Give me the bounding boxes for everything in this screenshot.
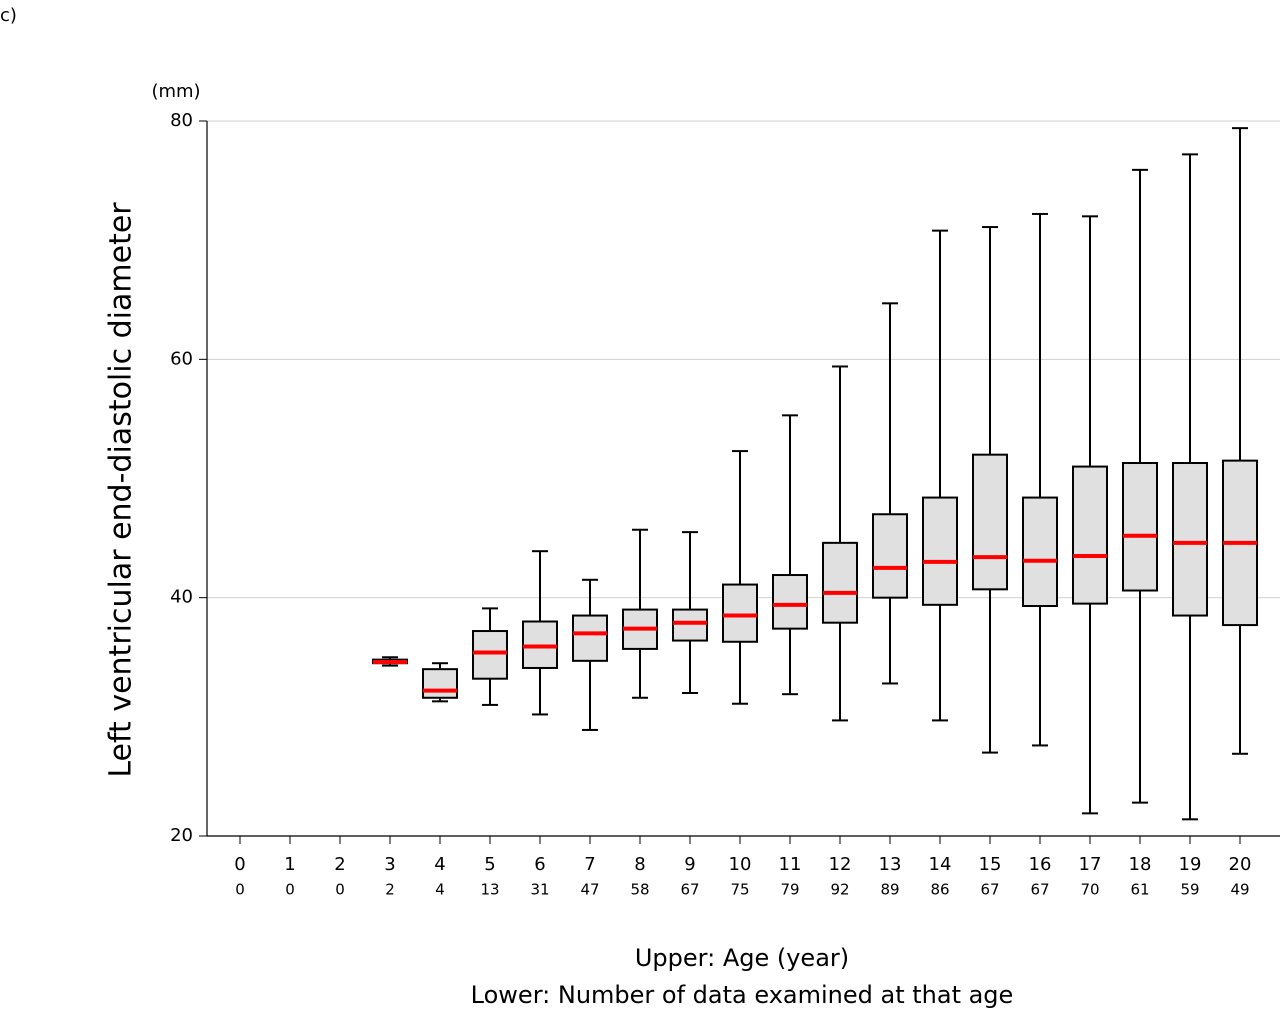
x-tick-label: 4 <box>434 854 445 875</box>
y-tick-label: 60 <box>170 348 193 369</box>
count-label: 75 <box>730 881 749 899</box>
x-tick-label: 2 <box>334 854 345 875</box>
x-tick-label: 17 <box>1079 854 1102 875</box>
x-tick-label: 3 <box>384 854 395 875</box>
x-tick-label: 0 <box>234 854 245 875</box>
box <box>1072 465 1108 605</box>
count-label: 4 <box>435 881 445 899</box>
box <box>972 453 1008 591</box>
count-label: 67 <box>980 881 999 899</box>
count-label: 61 <box>1130 881 1149 899</box>
y-axis-label: Left ventricular end-diastolic diameter <box>104 202 139 778</box>
box <box>422 668 458 699</box>
count-label: 67 <box>680 881 699 899</box>
count-label: 47 <box>580 881 599 899</box>
count-label: 92 <box>830 881 849 899</box>
box <box>722 583 758 643</box>
count-label: 31 <box>530 881 549 899</box>
panel-label: c) <box>0 5 17 26</box>
box <box>922 496 958 606</box>
x-tick-label: 6 <box>534 854 545 875</box>
count-label: 67 <box>1030 881 1049 899</box>
count-label: 13 <box>480 881 499 899</box>
y-tick-label: 40 <box>170 587 193 608</box>
count-label: 79 <box>780 881 799 899</box>
box <box>772 574 808 630</box>
box <box>1172 462 1208 617</box>
count-label: 86 <box>930 881 949 899</box>
box <box>672 608 708 642</box>
count-label: 70 <box>1080 881 1099 899</box>
box <box>1022 496 1058 608</box>
x-tick-label: 7 <box>584 854 595 875</box>
count-label: 89 <box>880 881 899 899</box>
box <box>572 614 608 662</box>
box <box>472 630 508 680</box>
y-tick-label: 20 <box>170 825 193 846</box>
x-tick-label: 15 <box>979 854 1002 875</box>
count-label: 59 <box>1180 881 1199 899</box>
x-tick-label: 20 <box>1229 854 1252 875</box>
count-label: 58 <box>630 881 649 899</box>
unit-label: (mm) <box>151 81 200 102</box>
count-label: 0 <box>235 881 245 899</box>
x-tick-label: 12 <box>829 854 852 875</box>
box <box>1122 462 1158 592</box>
box <box>822 541 858 624</box>
x-tick-label: 19 <box>1179 854 1202 875</box>
x-tick-label: 16 <box>1029 854 1052 875</box>
y-tick-label: 80 <box>170 110 193 131</box>
x-tick-label: 5 <box>484 854 495 875</box>
x-tick-label: 13 <box>879 854 902 875</box>
x-tick-label: 9 <box>684 854 695 875</box>
x-tick-label: 14 <box>929 854 952 875</box>
x-tick-label: 11 <box>779 854 802 875</box>
x-axis-label: Upper: Age (year) <box>635 944 849 972</box>
box <box>872 513 908 599</box>
x-tick-label: 10 <box>729 854 752 875</box>
x-tick-label: 18 <box>1129 854 1152 875</box>
count-label: 0 <box>335 881 345 899</box>
x-tick-label: 8 <box>634 854 645 875</box>
x-tick-label: 1 <box>284 854 295 875</box>
count-label: 0 <box>285 881 295 899</box>
count-label: 49 <box>1230 881 1249 899</box>
count-label: 2 <box>385 881 395 899</box>
x-axis-label-2: Lower: Number of data examined at that a… <box>471 981 1014 1009</box>
